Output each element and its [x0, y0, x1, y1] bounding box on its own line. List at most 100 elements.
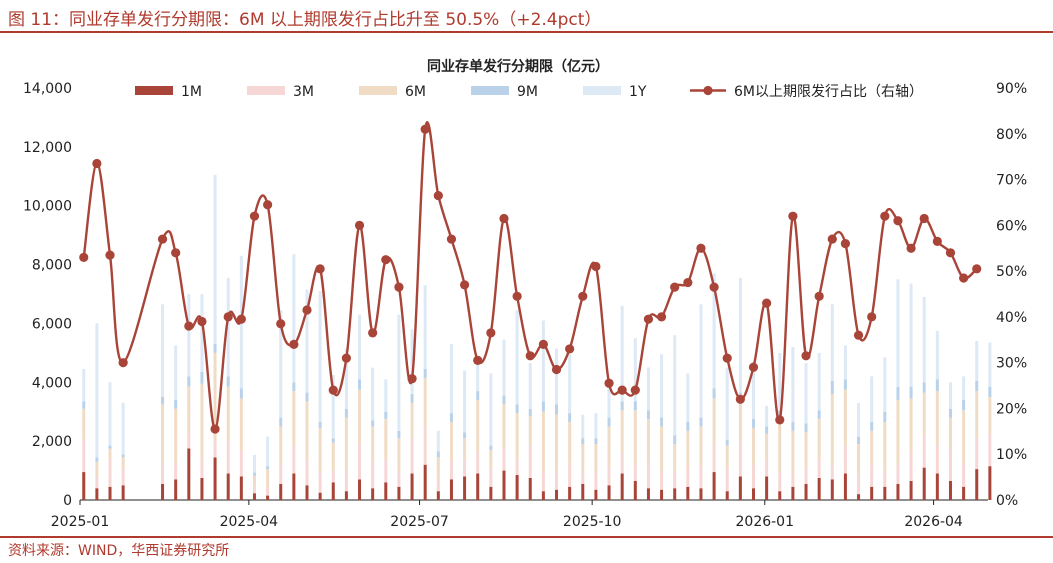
bar-3M	[95, 476, 99, 489]
bar-1Y	[108, 382, 112, 446]
bar-6M	[962, 410, 966, 464]
bar-1M	[266, 495, 270, 500]
bar-3M	[857, 474, 861, 495]
bar-9M	[436, 451, 440, 458]
bar-9M	[896, 386, 900, 400]
bar-3M	[279, 464, 283, 484]
ratio-point	[906, 243, 916, 253]
y-tick-label: 8,000	[32, 258, 72, 274]
bar-9M	[594, 438, 598, 445]
bar-3M	[226, 441, 230, 474]
bar-1Y	[673, 335, 677, 436]
bar-1Y	[725, 367, 729, 440]
bar-1Y	[633, 338, 637, 402]
ratio-point	[735, 394, 745, 404]
y2-tick-label: 30%	[996, 356, 1027, 372]
bar-6M	[344, 417, 348, 470]
bar-9M	[252, 472, 256, 476]
bar-3M	[673, 472, 677, 489]
ratio-point	[893, 216, 903, 226]
ratio-point	[551, 364, 562, 375]
ratio-point	[171, 248, 181, 258]
legend: 1M 3M 6M 9M 1Y 6M以上期限发行占比（右轴）	[135, 84, 923, 100]
bar-6M	[948, 417, 952, 450]
bar-1Y	[962, 376, 966, 400]
bar-6M	[528, 416, 532, 446]
bar-1M	[817, 477, 821, 500]
ratio-point	[341, 353, 351, 363]
bar-1M	[252, 493, 256, 500]
bar-6M	[699, 426, 703, 467]
ratio-point	[656, 312, 667, 322]
bar-1Y	[555, 348, 559, 405]
x-tick-label: 2026-01	[736, 514, 795, 530]
ratio-point	[643, 314, 654, 324]
bar-9M	[463, 432, 467, 439]
bar-6M	[646, 419, 650, 462]
bar-1Y	[305, 289, 309, 393]
bar-1Y	[384, 379, 388, 412]
bar-1M	[830, 479, 834, 500]
bar-1M	[371, 488, 375, 500]
bar-1Y	[988, 342, 992, 387]
bar-9M	[870, 422, 874, 431]
bar-3M	[371, 458, 375, 489]
bar-1M	[384, 482, 388, 500]
bar-1Y	[751, 361, 755, 420]
bar-9M	[804, 423, 808, 433]
ratio-point	[762, 298, 772, 308]
bar-1M	[292, 473, 296, 500]
bar-6M	[384, 419, 388, 459]
ratio-point	[433, 190, 443, 201]
bar-9M	[686, 422, 690, 431]
line-layer	[79, 121, 982, 434]
ratio-point	[105, 250, 115, 260]
bar-3M	[541, 472, 545, 492]
bar-6M	[213, 352, 217, 442]
bar-6M	[843, 389, 847, 446]
ratio-point	[263, 200, 273, 210]
bar-1Y	[686, 373, 690, 423]
bar-3M	[646, 461, 650, 489]
x-tick-label: 2025-07	[390, 514, 449, 530]
bar-9M	[200, 371, 204, 384]
ratio-point	[591, 261, 601, 272]
bar-1M	[975, 469, 979, 500]
bar-1Y	[909, 283, 913, 387]
bar-1Y	[161, 304, 165, 397]
bar-1Y	[463, 370, 467, 433]
bar-6M	[935, 391, 939, 446]
bar-6M	[187, 386, 191, 434]
bar-6M	[988, 397, 992, 434]
bar-1Y	[489, 373, 493, 446]
bar-1M	[948, 480, 952, 500]
bar-1M	[791, 486, 795, 500]
y2-tick-label: 90%	[996, 81, 1027, 97]
bar-1Y	[397, 314, 401, 431]
x-tick-label: 2025-01	[51, 514, 110, 530]
bar-1M	[581, 483, 585, 500]
bar-6M	[200, 383, 204, 458]
bar-1M	[673, 488, 677, 500]
ratio-point	[473, 355, 483, 365]
bar-3M	[239, 449, 243, 477]
bar-9M	[528, 408, 532, 417]
ratio-point	[919, 213, 929, 224]
bar-9M	[817, 410, 821, 420]
bar-1Y	[279, 310, 283, 418]
bar-1Y	[804, 363, 808, 424]
bar-3M	[594, 473, 598, 490]
bar-1Y	[581, 414, 585, 439]
bar-3M	[620, 452, 624, 474]
ratio-point	[683, 277, 693, 288]
bar-6M	[870, 430, 874, 465]
bar-6M	[778, 420, 782, 473]
bar-3M	[292, 444, 296, 474]
bar-9M	[476, 391, 480, 400]
ratio-point	[92, 158, 102, 169]
bar-9M	[568, 413, 572, 423]
bar-6M	[817, 419, 821, 459]
bar-1Y	[187, 294, 191, 377]
bar-9M	[633, 401, 637, 411]
bar-1M	[187, 448, 191, 500]
